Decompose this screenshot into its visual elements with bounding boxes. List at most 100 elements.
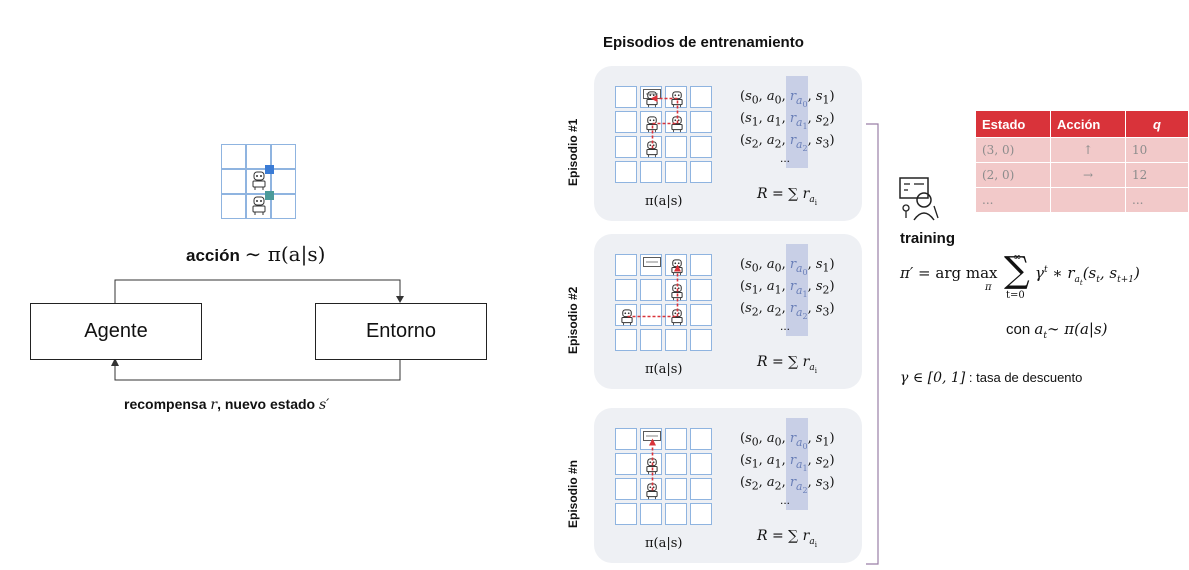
transition-tuple: (s0, a0, ra0, s1) bbox=[740, 89, 835, 109]
episode-panel bbox=[594, 234, 862, 389]
table-row: ... ... bbox=[975, 187, 1189, 213]
training-label: training bbox=[900, 230, 955, 247]
new-state-symbol: s′ bbox=[319, 397, 330, 413]
episodes-title: Episodios de entrenamiento bbox=[603, 34, 804, 51]
grid-cell bbox=[690, 304, 712, 326]
reward-label: recompensa r, nuevo estado s′ bbox=[124, 396, 329, 413]
q-table-header: Estado Acción q bbox=[975, 110, 1189, 138]
grid-cell bbox=[690, 254, 712, 276]
grid-cell bbox=[615, 111, 637, 133]
table-cell: 12 bbox=[1125, 162, 1189, 188]
grid-cell bbox=[615, 254, 637, 276]
grid-cell bbox=[690, 428, 712, 450]
header-action: Acción bbox=[1050, 110, 1126, 138]
policy-label: π(a|s) bbox=[645, 362, 683, 377]
trajectory-arrow bbox=[649, 438, 656, 491]
grid-cell bbox=[690, 503, 712, 525]
grid-cell bbox=[640, 478, 662, 500]
grid-cell bbox=[640, 254, 662, 276]
gamma-range: γ ∈ [0, 1] bbox=[900, 370, 966, 386]
loop-arrows bbox=[111, 279, 404, 381]
action-text: acción bbox=[186, 246, 240, 265]
grid-cell bbox=[690, 279, 712, 301]
reward-highlight bbox=[786, 418, 808, 510]
transition-tuple: (s0, a0, ra0, s1) bbox=[740, 257, 835, 277]
goal-icon bbox=[643, 257, 661, 267]
gamma-description: : tasa de descuento bbox=[968, 370, 1083, 385]
table-cell: ... bbox=[1125, 187, 1189, 213]
formula-terms: γt ∗ rat(st, st+1) bbox=[1035, 264, 1140, 287]
header-q: q bbox=[1125, 110, 1189, 138]
action-label: acción ∼ π(a|s) bbox=[186, 242, 325, 266]
environment-box: Entorno bbox=[315, 303, 487, 360]
grid-cell bbox=[640, 329, 662, 351]
grid-cell bbox=[640, 428, 662, 450]
robot-icon bbox=[646, 116, 658, 133]
grid-cell bbox=[665, 161, 687, 183]
grid-cell bbox=[690, 329, 712, 351]
grid-cell bbox=[665, 304, 687, 326]
episode-label: Episodio #1 bbox=[566, 118, 580, 186]
grid-cell bbox=[615, 136, 637, 158]
agent-box: Agente bbox=[30, 303, 202, 360]
transition-tuple: (s1, a1, ra1, s2) bbox=[740, 111, 835, 131]
episode-label: Episodio #n bbox=[566, 459, 580, 528]
reward-highlight bbox=[786, 244, 808, 336]
episode-panel bbox=[594, 66, 862, 221]
state-marker-teal bbox=[265, 191, 274, 200]
header-state: Estado bbox=[975, 110, 1051, 138]
training-icon bbox=[899, 177, 939, 221]
sum-symbol: ∑ bbox=[1004, 250, 1030, 291]
grid-cell bbox=[665, 478, 687, 500]
grid-cell bbox=[665, 329, 687, 351]
grid-cell bbox=[690, 86, 712, 108]
condition-formula: ∼ π(a|s) bbox=[1046, 320, 1108, 338]
return-formula: R = ∑ rai bbox=[757, 186, 817, 207]
reward-text: recompensa bbox=[124, 396, 207, 412]
policy-formula: ∼ π(a|s) bbox=[244, 242, 326, 266]
grid-cell bbox=[690, 111, 712, 133]
argmax-sub: π bbox=[985, 282, 992, 293]
transition-tuple: (s2, a2, ra2, s3) bbox=[740, 133, 835, 153]
robot-icon bbox=[671, 309, 683, 326]
reward-highlight bbox=[786, 76, 808, 168]
grid-cell bbox=[640, 161, 662, 183]
transition-tuple: (s2, a2, ra2, s3) bbox=[740, 301, 835, 321]
gamma-note: γ ∈ [0, 1] : tasa de descuento bbox=[900, 370, 1082, 386]
grid-cell bbox=[640, 111, 662, 133]
transition-tuple: (s1, a1, ra1, s2) bbox=[740, 279, 835, 299]
training-formula: π′ = arg max π ∞ ∑ t=0 γt ∗ rat(st, st+1… bbox=[900, 250, 1140, 301]
table-cell: ... bbox=[975, 187, 1051, 213]
grid-cell bbox=[665, 279, 687, 301]
grid-cell bbox=[665, 453, 687, 475]
policy-label: π(a|s) bbox=[645, 194, 683, 209]
table-cell: 10 bbox=[1125, 137, 1189, 163]
table-cell: (2, 0) bbox=[975, 162, 1051, 188]
trajectory-arrow bbox=[627, 264, 681, 318]
small-grid bbox=[221, 144, 296, 219]
grid-cell bbox=[615, 428, 637, 450]
return-formula: R = ∑ rai bbox=[757, 528, 817, 549]
grid-cell bbox=[665, 503, 687, 525]
grid-cell bbox=[665, 254, 687, 276]
grid-cell bbox=[690, 136, 712, 158]
table-row: (2, 0) → 12 bbox=[975, 162, 1189, 188]
transition-tuple: (s1, a1, ra1, s2) bbox=[740, 453, 835, 473]
robot-icon bbox=[646, 458, 658, 475]
condition: con at∼ π(a|s) bbox=[1006, 320, 1108, 341]
grid-cell bbox=[690, 478, 712, 500]
grid-cell bbox=[640, 503, 662, 525]
table-cell: → bbox=[1050, 162, 1126, 188]
bracket bbox=[866, 123, 879, 565]
state-marker-blue bbox=[265, 165, 274, 174]
grid-cell bbox=[640, 453, 662, 475]
grid-cell bbox=[615, 304, 637, 326]
new-state-text: , nuevo estado bbox=[217, 396, 316, 412]
sum-bottom: t=0 bbox=[1006, 290, 1025, 301]
sum-top: ∞ bbox=[1013, 252, 1022, 263]
agent-label: Agente bbox=[84, 320, 148, 342]
grid-cell bbox=[640, 279, 662, 301]
grid-cell bbox=[615, 161, 637, 183]
grid-cell bbox=[615, 478, 637, 500]
environment-label: Entorno bbox=[365, 320, 437, 342]
